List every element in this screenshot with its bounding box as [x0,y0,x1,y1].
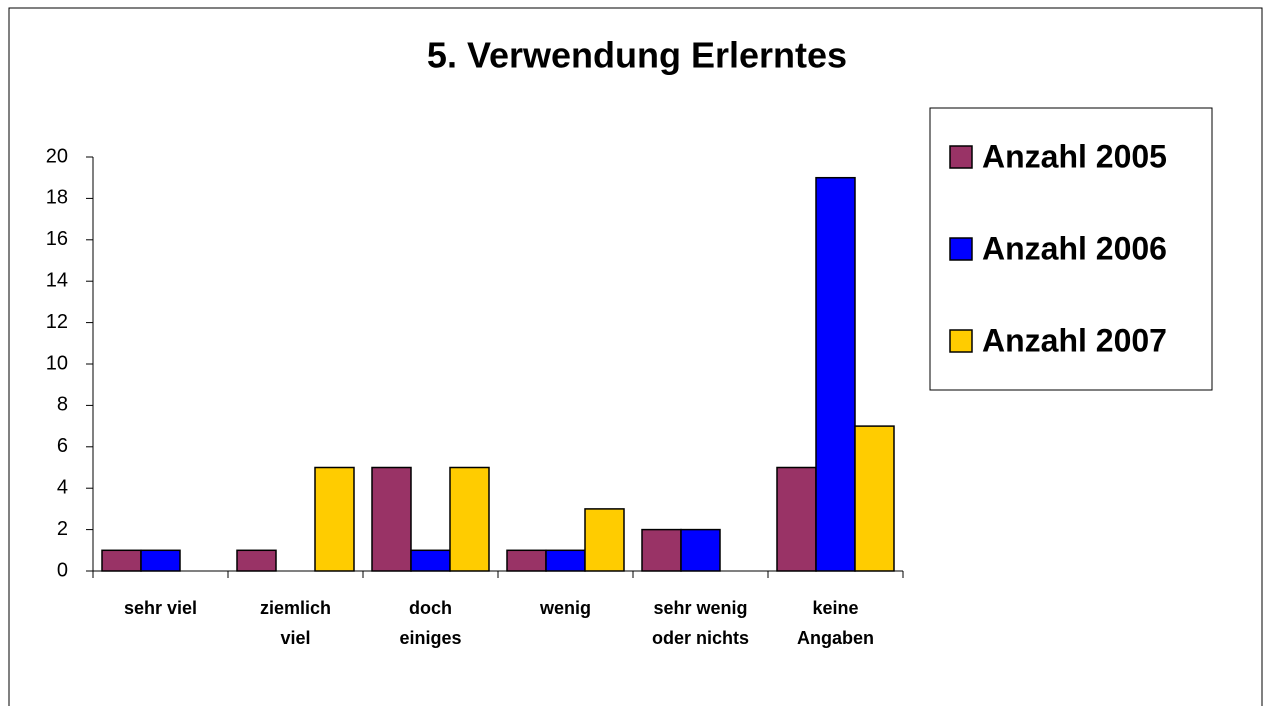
x-tick-label: doch einiges [399,598,462,648]
y-tick-label: 18 [46,187,68,209]
legend-label: Anzahl 2006 [982,230,1167,266]
x-tick-label: sehr viel [123,598,198,618]
y-tick-label: 4 [57,476,68,498]
bar [140,549,181,572]
bar [641,528,682,572]
legend-label: Anzahl 2007 [982,322,1167,358]
legend-swatch [949,145,973,169]
bar [815,176,856,572]
y-tick-label: 16 [46,228,68,250]
bar [854,425,895,572]
y-tick-label: 6 [57,435,68,457]
bar [236,549,277,572]
bar [584,508,625,572]
y-tick-label: 0 [57,559,68,581]
x-tick-label: sehr wenig oder nichts [651,598,749,648]
x-tick-label: keine Angaben [796,598,874,648]
bar [680,528,721,572]
x-tick-label: ziemlich viel [259,598,332,648]
legend-swatch [949,329,973,353]
bar [371,466,412,572]
bar [101,549,142,572]
bar [545,549,586,572]
y-tick-label: 12 [46,311,68,333]
bar [449,466,490,572]
y-tick-label: 14 [46,269,68,291]
x-tick-label: wenig [539,598,591,618]
bar [506,549,547,572]
legend-box [929,107,1213,391]
bar [410,549,451,572]
legend-swatch [949,237,973,261]
legend-label: Anzahl 2005 [982,138,1167,174]
bar [314,466,355,572]
chart-title: 5. Verwendung Erlerntes [427,35,847,76]
y-tick-label: 8 [57,394,68,416]
y-tick-label: 2 [57,518,68,540]
chart-border [8,7,1263,706]
y-tick-label: 10 [46,352,68,374]
bar [776,466,817,572]
y-tick-label: 20 [46,145,68,167]
